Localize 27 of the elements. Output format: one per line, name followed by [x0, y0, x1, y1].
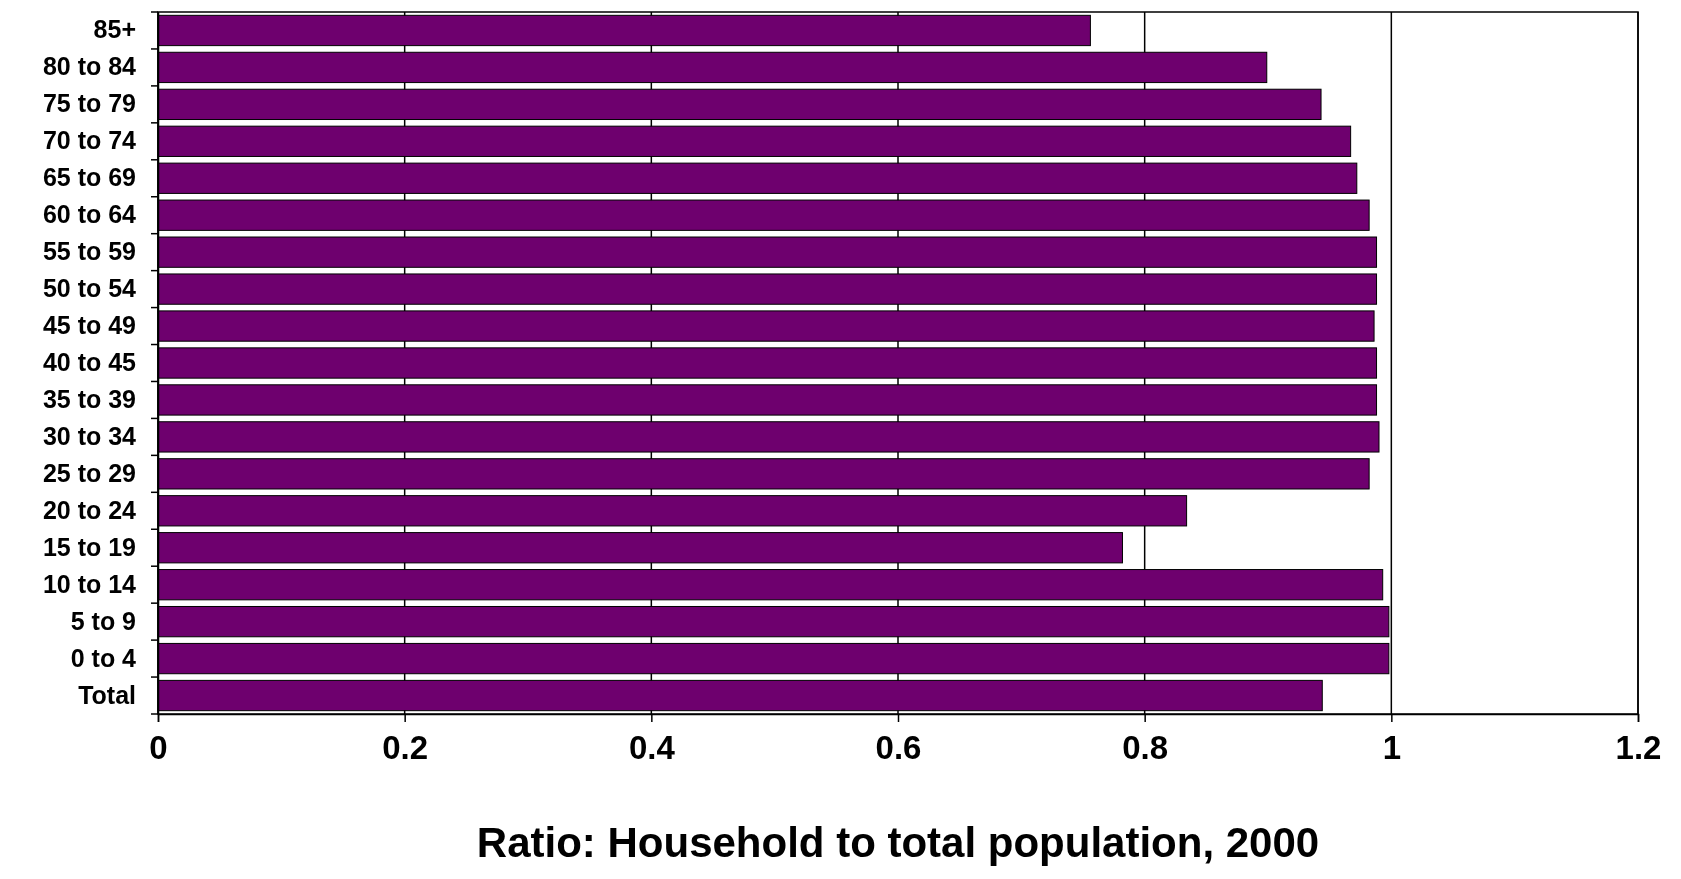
y-tick-label: 60 to 64 — [42, 200, 137, 229]
x-axis-title: Ratio: Household to total population, 2000 — [476, 819, 1320, 866]
y-tick-label: 0 to 4 — [70, 643, 137, 672]
y-tick-label: 40 to 45 — [42, 348, 137, 376]
y-tick-label: 65 to 69 — [42, 163, 136, 192]
y-tick-label: 5 to 9 — [70, 606, 136, 635]
y-tick-label: Total — [78, 680, 136, 709]
y-tick-label: 80 to 84 — [42, 52, 137, 81]
x-tick-label: 1 — [1382, 729, 1402, 767]
x-tick-label: 0.4 — [628, 729, 676, 767]
y-tick-label: 20 to 24 — [42, 495, 137, 524]
x-tick-label: 0 — [149, 729, 168, 767]
y-tick-label: 15 to 19 — [42, 532, 136, 561]
y-tick-label: 45 to 49 — [42, 311, 136, 340]
y-tick-label: 50 to 54 — [42, 274, 137, 303]
y-tick-label: 10 to 14 — [42, 569, 137, 598]
y-tick-label: 75 to 79 — [42, 89, 136, 118]
y-tick-label: 85+ — [93, 15, 136, 44]
y-tick-label: 35 to 39 — [42, 384, 136, 413]
x-tick-label: 0.2 — [382, 729, 429, 767]
x-tick-label: 0.6 — [875, 729, 922, 767]
y-tick-label: 55 to 59 — [42, 237, 136, 266]
x-tick-label: 1.2 — [1615, 729, 1662, 767]
y-tick-label: 25 to 29 — [42, 458, 136, 487]
y-tick-label: 70 to 74 — [42, 126, 137, 155]
x-tick-label: 0.8 — [1122, 729, 1169, 767]
y-tick-label: 30 to 34 — [42, 421, 137, 450]
